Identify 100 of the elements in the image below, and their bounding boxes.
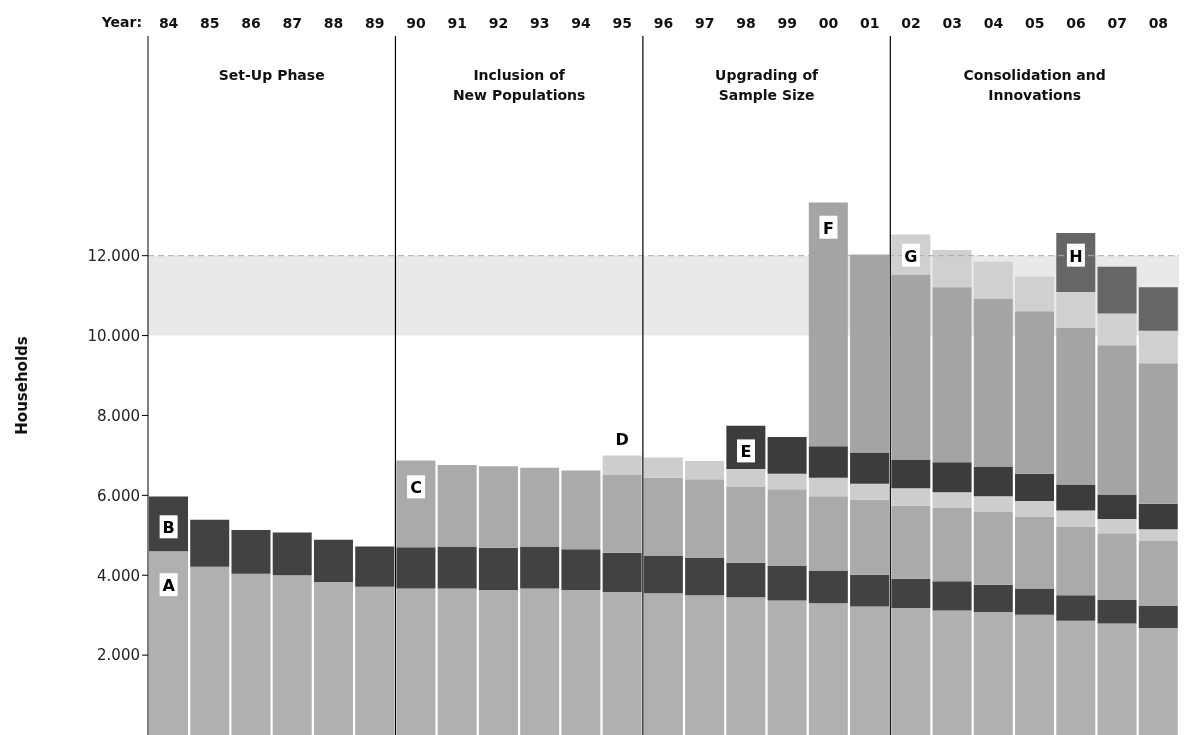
bar xyxy=(643,457,683,478)
bar xyxy=(643,477,683,557)
annotation: C xyxy=(410,478,422,498)
x-tick-label: 01 xyxy=(859,15,880,31)
bar xyxy=(891,488,931,506)
bar xyxy=(850,452,890,484)
bar xyxy=(1138,540,1178,606)
bar xyxy=(1015,588,1055,615)
bar xyxy=(973,466,1013,497)
bar xyxy=(1097,266,1137,314)
x-tick-label: 91 xyxy=(447,15,468,31)
bar xyxy=(190,519,230,567)
bar xyxy=(932,581,972,611)
annotation: D xyxy=(615,430,629,450)
bar xyxy=(973,584,1013,612)
y-tick-label: 8.000 xyxy=(97,406,140,425)
bar xyxy=(932,610,972,735)
y-tick-label: 2.000 xyxy=(97,646,140,665)
bar xyxy=(1138,287,1178,331)
bar xyxy=(1056,292,1096,328)
bar xyxy=(1138,330,1178,364)
bar xyxy=(726,597,766,735)
bar xyxy=(973,496,1013,513)
x-tick-label: 87 xyxy=(282,15,303,31)
x-tick-label: 90 xyxy=(406,15,427,31)
x-tick-label: 03 xyxy=(942,15,962,31)
bar xyxy=(602,455,642,475)
bar xyxy=(932,287,972,463)
bar xyxy=(808,496,848,571)
bar xyxy=(355,546,395,587)
annotation: Consolidation and Innovations xyxy=(963,67,1106,103)
bar xyxy=(973,261,1013,299)
bar xyxy=(973,298,1013,467)
bar xyxy=(1097,533,1137,600)
bar xyxy=(602,592,642,735)
bar xyxy=(685,460,725,480)
bar xyxy=(1138,605,1178,628)
x-tick-label: 06 xyxy=(1066,15,1086,31)
y-tick-label: 6.000 xyxy=(97,486,140,505)
bar xyxy=(643,593,683,735)
bar xyxy=(891,505,931,579)
bar xyxy=(313,582,353,735)
bar xyxy=(561,590,601,735)
bar xyxy=(1097,518,1137,534)
y-tick-label: 10.000 xyxy=(87,326,140,345)
x-axis-title: Year: xyxy=(100,13,142,30)
bar xyxy=(437,588,477,735)
bar xyxy=(520,588,560,735)
bar xyxy=(1138,627,1178,735)
bar xyxy=(726,562,766,598)
bar xyxy=(396,588,436,735)
bar xyxy=(1015,516,1055,589)
annotation: F xyxy=(822,218,834,238)
x-tick-label: 98 xyxy=(736,15,756,31)
bar xyxy=(149,551,188,735)
x-tick-label: 05 xyxy=(1024,15,1045,31)
x-tick-label: 93 xyxy=(530,15,550,31)
bar xyxy=(850,499,890,575)
bar xyxy=(767,566,807,601)
annotation: Upgrading of Sample Size xyxy=(715,67,820,103)
y-tick-label: 12.000 xyxy=(87,247,140,266)
bar xyxy=(396,460,436,548)
bar xyxy=(1056,327,1096,485)
bar xyxy=(1097,494,1137,519)
bar xyxy=(561,470,601,550)
bar xyxy=(272,575,312,735)
bar xyxy=(1097,313,1137,346)
bar xyxy=(1056,526,1096,596)
x-tick-label: 96 xyxy=(653,15,674,31)
bar xyxy=(767,600,807,735)
x-tick-label: 99 xyxy=(777,15,797,31)
x-tick-label: 02 xyxy=(901,15,921,31)
bar xyxy=(932,250,972,288)
bar xyxy=(272,532,312,576)
bar xyxy=(726,486,766,563)
bar xyxy=(1015,473,1055,501)
bar xyxy=(932,462,972,493)
bar xyxy=(808,603,848,735)
x-tick-label: 86 xyxy=(241,15,261,31)
bar xyxy=(1015,614,1055,735)
bar xyxy=(767,473,807,490)
bar xyxy=(1015,311,1055,474)
bar xyxy=(231,530,271,574)
bar xyxy=(850,574,890,607)
bar xyxy=(808,570,848,604)
x-tick-label: 88 xyxy=(323,15,344,31)
bar xyxy=(561,549,601,591)
x-tick-label: 94 xyxy=(571,15,592,31)
y-tick-label: 4.000 xyxy=(97,566,140,585)
annotation: E xyxy=(740,442,752,462)
bar xyxy=(891,274,931,460)
bar xyxy=(1138,363,1178,504)
bar xyxy=(1138,529,1178,541)
bar xyxy=(973,611,1013,735)
annotation: A xyxy=(162,576,176,596)
x-tick-label: 00 xyxy=(818,15,839,31)
bar xyxy=(643,556,683,594)
bar xyxy=(1056,595,1096,621)
bar xyxy=(932,508,972,582)
bar xyxy=(891,578,931,608)
